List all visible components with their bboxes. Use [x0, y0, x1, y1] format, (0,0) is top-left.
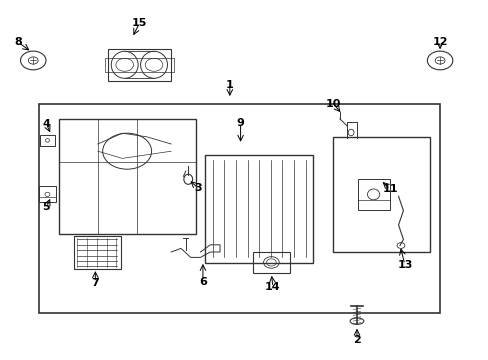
Text: 6: 6 [199, 276, 206, 287]
Text: 7: 7 [91, 278, 99, 288]
Text: 14: 14 [264, 282, 280, 292]
Bar [105, 58, 173, 72]
Bar [74, 236, 121, 269]
Text: 12: 12 [431, 37, 447, 48]
Text: 2: 2 [352, 335, 360, 345]
Text: 13: 13 [396, 260, 412, 270]
Text: 11: 11 [382, 184, 397, 194]
Text: 3: 3 [194, 183, 202, 193]
Text: 15: 15 [131, 18, 147, 28]
Bar [39, 104, 439, 313]
Bar [39, 186, 56, 202]
Bar [357, 179, 389, 210]
Bar [332, 137, 429, 252]
Text: 8: 8 [15, 37, 22, 48]
Bar [40, 135, 55, 146]
Text: 1: 1 [225, 80, 233, 90]
Text: 5: 5 [42, 202, 50, 212]
Text: 10: 10 [325, 99, 341, 109]
Bar [253, 252, 289, 273]
Text: 4: 4 [42, 119, 50, 129]
Bar [107, 49, 171, 81]
Bar [59, 119, 195, 234]
Bar [205, 155, 312, 263]
Text: 9: 9 [236, 118, 244, 128]
